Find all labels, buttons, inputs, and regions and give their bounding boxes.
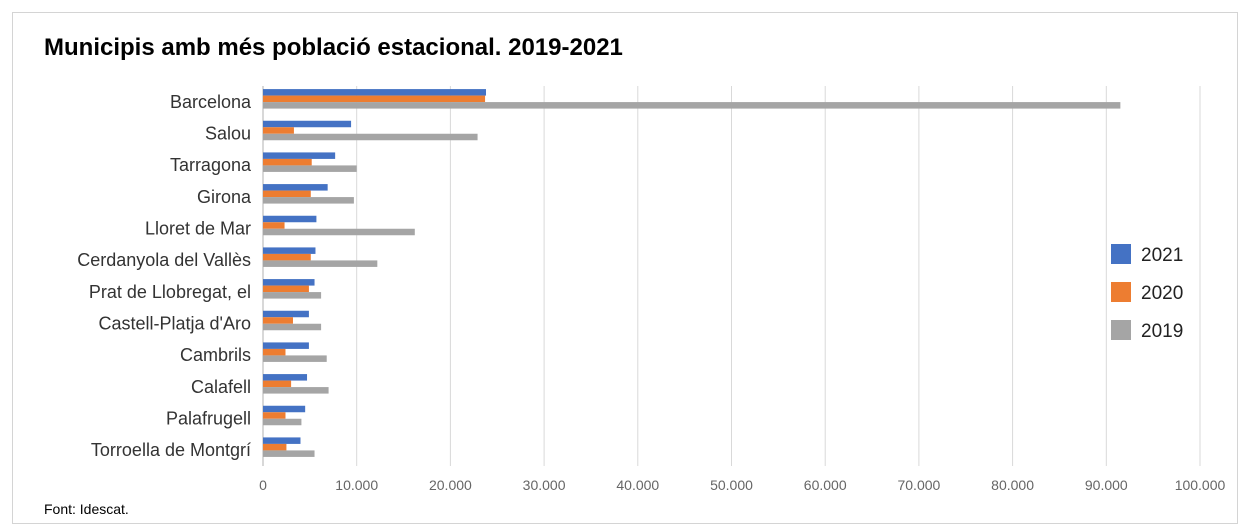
- bar-2021: [263, 374, 308, 381]
- bar-2019: [263, 197, 354, 204]
- bar-2020: [263, 317, 293, 324]
- chart-title: Municipis amb més població estacional. 2…: [44, 34, 623, 61]
- bar-2021: [263, 120, 352, 128]
- bar-2019: [263, 292, 322, 299]
- bar-2021: [263, 184, 328, 191]
- bar-2019: [263, 228, 415, 236]
- x-tick-label: 40.000: [616, 477, 659, 493]
- bar-2021: [263, 279, 315, 286]
- bar-2021: [263, 342, 309, 349]
- x-tick-label: 70.000: [897, 477, 940, 493]
- category-label: Torroella de Montgrí: [91, 440, 251, 460]
- bar-2020: [263, 412, 286, 419]
- x-tick-label: 90.000: [1085, 477, 1128, 493]
- category-label: Cambrils: [180, 345, 251, 365]
- bar-2020: [263, 127, 294, 134]
- bar-2020: [263, 222, 285, 229]
- category-label: Cerdanyola del Vallès: [77, 250, 251, 270]
- bar-2019: [263, 355, 327, 362]
- category-label: Salou: [205, 124, 251, 144]
- legend-swatch: [1111, 320, 1131, 340]
- x-tick-labels: 0 10.000 20.000 30.000 40.000 50.000 60.000 70.…: [259, 477, 1225, 493]
- bar-2020: [263, 95, 486, 103]
- grid-lines: [262, 86, 1201, 466]
- bar-2020: [263, 380, 292, 388]
- category-label: Girona: [197, 187, 252, 207]
- bar-2019: [263, 133, 478, 141]
- bar-2021: [263, 152, 336, 159]
- legend-label: 2020: [1141, 283, 1183, 304]
- x-tick-label: 60.000: [804, 477, 847, 493]
- bar-2020: [263, 253, 311, 261]
- legend-label: 2021: [1141, 245, 1183, 266]
- x-tick-label: 30.000: [523, 477, 566, 493]
- bar-2021: [263, 437, 301, 444]
- bar-2019: [263, 450, 315, 457]
- category-label: Calafell: [191, 377, 251, 397]
- bar-2019: [263, 418, 302, 426]
- x-tick-label: 80.000: [991, 477, 1034, 493]
- bar-2020: [263, 348, 286, 356]
- category-label: Castell-Platja d'Aro: [99, 314, 252, 334]
- bar-2019: [263, 387, 329, 394]
- bar-2020: [263, 285, 309, 293]
- source-note: Font: Idescat.: [44, 501, 129, 517]
- category-labels: Barcelona Salou Tarragona Girona Lloret de M…: [77, 92, 252, 460]
- bar-2021: [263, 89, 487, 96]
- category-label: Prat de Llobregat, el: [89, 282, 251, 302]
- category-label: Lloret de Mar: [145, 219, 251, 239]
- legend: 2021 2020 2019: [1111, 244, 1183, 342]
- bar-2020: [263, 190, 311, 198]
- x-tick-label: 50.000: [710, 477, 753, 493]
- bar-2019: [263, 102, 1121, 109]
- chart-frame: [12, 12, 1238, 524]
- x-tick-label: 0: [259, 477, 267, 493]
- bar-2020: [263, 443, 287, 451]
- x-tick-label: 100.000: [1175, 477, 1226, 493]
- x-tick-label: 20.000: [429, 477, 472, 493]
- category-label: Barcelona: [170, 92, 252, 112]
- legend-swatch: [1111, 282, 1131, 302]
- legend-swatch: [1111, 244, 1131, 264]
- bar-2019: [263, 165, 357, 172]
- bar-2021: [263, 310, 309, 318]
- bar-2021: [263, 405, 306, 413]
- bar-2019: [263, 260, 378, 267]
- bars: [263, 89, 1121, 457]
- legend-label: 2019: [1141, 321, 1183, 342]
- bar-2019: [263, 323, 322, 331]
- x-tick-label: 10.000: [335, 477, 378, 493]
- category-label: Tarragona: [170, 155, 252, 175]
- category-label: Palafrugell: [166, 409, 251, 429]
- bar-2021: [263, 215, 317, 223]
- bar-2021: [263, 247, 316, 254]
- bar-2020: [263, 158, 312, 166]
